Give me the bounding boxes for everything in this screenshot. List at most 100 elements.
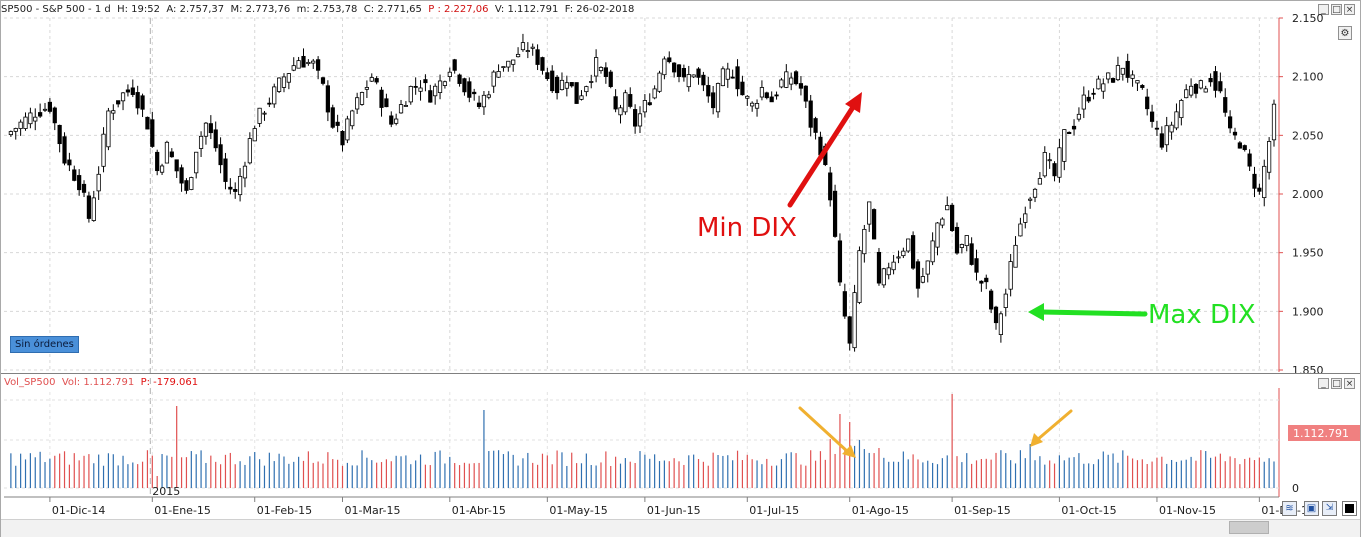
candle-body [1003,293,1008,308]
pane-separator[interactable] [1,373,1360,374]
candle-body [867,201,872,225]
volume-grid: 0 1.112.791 [4,388,1360,497]
candle-body [696,68,701,78]
close-pane-button[interactable]: × [1344,4,1355,15]
min-dix-label: Min DIX [697,213,797,243]
candle-body [281,76,287,88]
candle-body [150,119,155,147]
candle-body [720,68,726,87]
candle-body [86,195,92,219]
maximize-pane-button[interactable]: □ [1331,4,1342,15]
zoom-icon[interactable]: ≋ [1282,501,1297,516]
date-tick-label: 01-Ago-15 [852,504,909,517]
candle-body [813,118,818,133]
candle-body [1086,96,1091,102]
candle-body [1037,178,1043,185]
candle-body [603,67,608,77]
candle-body [164,141,170,164]
candle-body [355,97,360,110]
candle-body [1164,125,1169,146]
candle-body [472,91,477,95]
candle-body [676,64,682,77]
candle-body [1208,77,1213,83]
candle-body [257,107,262,124]
export-icon[interactable]: ⇲ [1322,501,1337,516]
candle-body [428,90,433,103]
candle-body [515,53,521,58]
candle-body [335,121,340,126]
candle-body [740,81,745,96]
candle-body [1237,142,1242,149]
candle-body [750,102,755,107]
volume-last-value-label: 1.112.791 [1293,427,1349,440]
candle-body [686,74,691,88]
candle-body [774,94,779,97]
candle-body [745,95,750,99]
candle-body [223,158,228,182]
min-dix-arrow [787,101,858,208]
orders-badge[interactable]: Sin órdenes [10,336,79,353]
candle-body [959,244,964,248]
candle-body [13,128,18,132]
candle-body [1198,80,1203,89]
candle-body [730,76,735,79]
candle-body [657,72,662,92]
minimize-volume-pane-button[interactable]: _ [1318,378,1329,389]
candle-body [1188,85,1194,96]
save-icon[interactable]: ▣ [1304,501,1319,516]
candle-body [1213,71,1218,91]
maximize-volume-pane-button[interactable]: □ [1331,378,1342,389]
candle-body [125,89,131,93]
settings-icon[interactable]: ⚙ [1338,26,1352,40]
candle-body [384,98,389,108]
candle-body [374,78,379,83]
candle-body [228,186,233,190]
candle-body [881,268,886,286]
candle-body [545,72,550,80]
candle-body [120,92,126,102]
candle-body [993,306,999,324]
candle-body [491,71,496,87]
candle-body [691,74,696,78]
candle-body [1169,124,1174,133]
candle-body [920,276,925,283]
volume-arrow-left [798,406,850,454]
candle-body [642,100,647,113]
horizontal-scrollbar[interactable] [1,519,1360,537]
candle-body [1271,103,1277,141]
candle-body [72,169,77,181]
scrollbar-thumb[interactable] [1229,521,1269,534]
candle-body [291,65,296,71]
candle-body [1013,244,1018,268]
candle-body [247,138,252,164]
candle-body [57,124,62,145]
volume-last-value-badge [1288,425,1360,441]
candle-body [579,95,584,100]
candle-body [574,82,579,104]
minimize-pane-button[interactable]: _ [1318,4,1329,15]
candle-body [208,123,213,134]
candle-body [637,113,643,127]
candle-body [1267,141,1272,173]
candle-body [203,122,209,137]
candle-body [564,82,569,89]
stop-icon[interactable] [1342,501,1357,516]
candle-body [647,102,652,106]
candle-body [525,50,530,53]
candle-body [101,133,106,167]
candle-body [847,316,852,344]
candle-body [106,110,111,148]
candle-body [1228,116,1233,129]
volume-arrowhead-right [1030,433,1043,447]
candle-body [267,102,272,105]
candle-body [476,102,482,107]
candle-body [871,209,877,240]
candle-body [876,251,882,284]
candle-body [706,85,711,97]
date-label: F: 26-02-2018 [564,4,635,15]
candle-body [1149,111,1155,122]
candle-body [184,180,189,191]
candle-body [1062,129,1067,162]
candle-body [501,66,506,69]
close-volume-pane-button[interactable]: × [1344,378,1355,389]
